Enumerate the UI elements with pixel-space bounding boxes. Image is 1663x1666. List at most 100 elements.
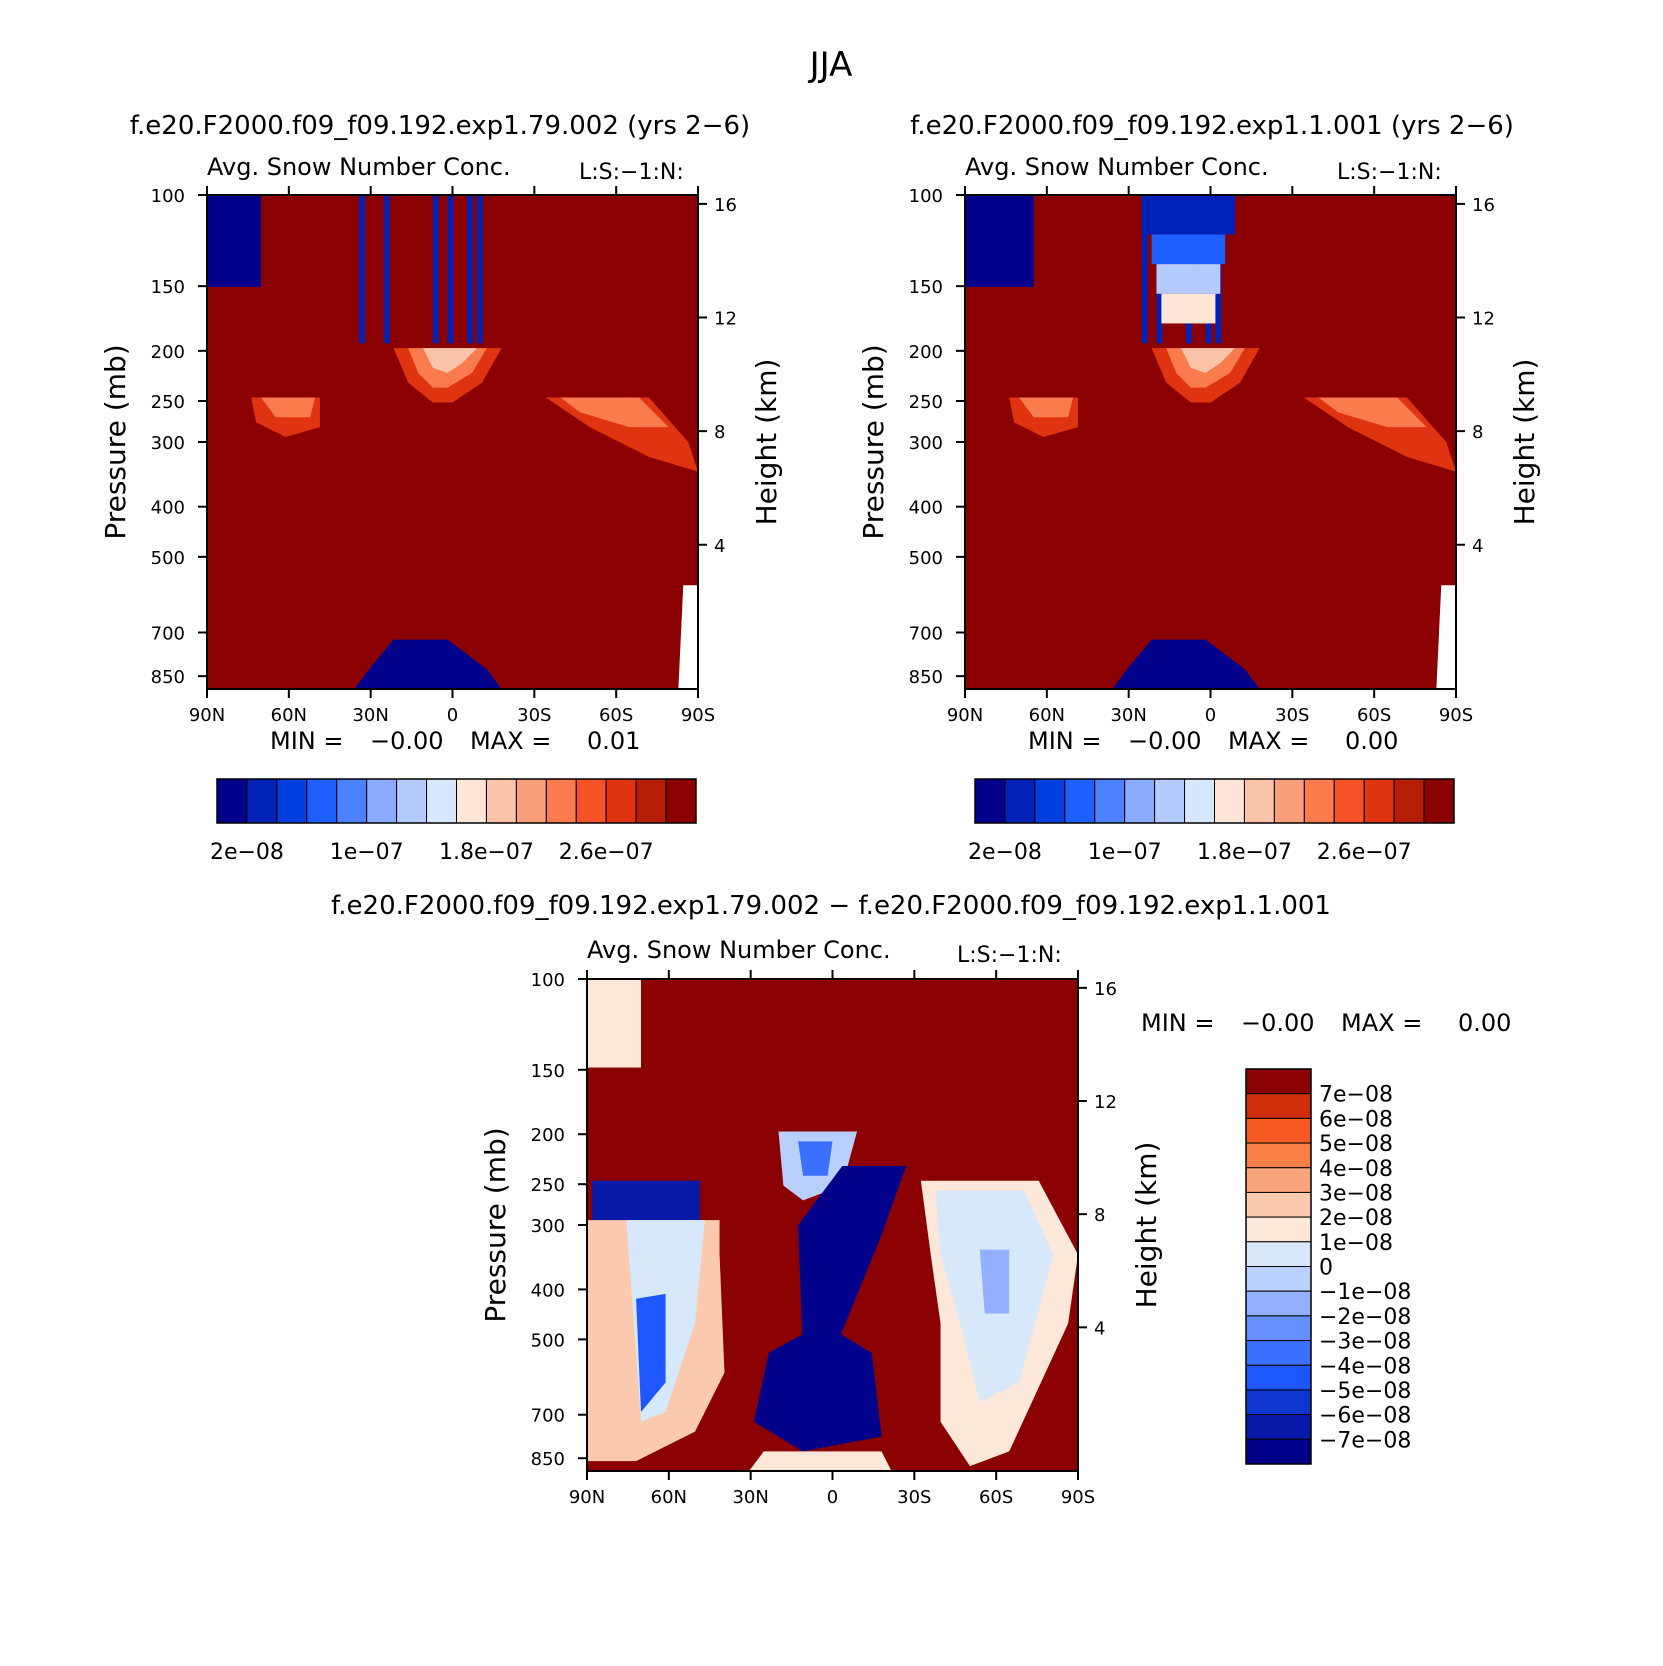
y-tick-label: 500 [151, 548, 185, 569]
contour-spike [447, 195, 454, 344]
colorbar-box [1273, 778, 1305, 824]
y-tick-label: 100 [531, 970, 565, 991]
y-tick-label: 250 [531, 1175, 565, 1196]
panel-right-title: L:S:−1:N: [1337, 160, 1442, 185]
max-value: 0.00 [1458, 1009, 1511, 1037]
x-tick-label: 0 [447, 705, 458, 726]
colorbar-box [1363, 778, 1395, 824]
colorbar-label: 7e−08 [1319, 1083, 1393, 1108]
colorbar-box [1245, 1364, 1312, 1391]
y-tick-label: 200 [909, 342, 943, 363]
y-tick-label: 150 [151, 277, 185, 298]
y-right-tick-label: 8 [1472, 422, 1483, 443]
y-tick-label: 850 [531, 1449, 565, 1470]
y-right-tick-label: 8 [1094, 1205, 1105, 1226]
y-tick-label: 250 [909, 392, 943, 413]
contour-blue-dome [1112, 639, 1260, 689]
y-axis-right-title-group: Height (km) [1130, 1142, 1163, 1309]
contour-band [587, 979, 642, 1068]
colorbar-label: 5e−08 [1319, 1132, 1393, 1157]
y-right-tick-label: 4 [1472, 536, 1483, 557]
contour-region [1019, 397, 1074, 418]
x-tick-label: 30S [1275, 705, 1309, 726]
colorbar-box [216, 778, 248, 824]
chart-panel-2: f.e20.F2000.f09_f09.192.exp1.1.001 (yrs … [857, 111, 1541, 865]
colorbar-box [1245, 1438, 1312, 1465]
y-axis-right-title: Height (km) [750, 359, 783, 526]
x-tick-label: 60S [979, 1487, 1013, 1508]
contour-blue-cap [1141, 195, 1236, 235]
colorbar-box [1064, 778, 1096, 824]
y-tick-label: 200 [151, 342, 185, 363]
colorbar-box [1245, 1241, 1312, 1267]
colorbar-box [1245, 1093, 1312, 1119]
x-tick-label: 90S [1061, 1487, 1095, 1508]
y-axis-title: Pressure (mb) [99, 344, 132, 539]
x-tick-label: 60N [1029, 705, 1065, 726]
contour-band [591, 1180, 700, 1221]
y-axis-title-group: Pressure (mb) [857, 344, 890, 539]
colorbar-box [605, 778, 637, 824]
colorbar-label: 3e−08 [1319, 1181, 1393, 1206]
colorbar-box [1245, 1167, 1312, 1193]
colorbar-label: 1e−07 [1088, 840, 1162, 865]
contour-band [1151, 234, 1226, 265]
contour-region [1318, 397, 1427, 428]
max-label: MAX = [1228, 727, 1309, 755]
x-tick-label: 60N [651, 1487, 687, 1508]
contour-plot [965, 195, 1456, 689]
y-right-tick-label: 8 [714, 422, 725, 443]
panel-left-title: Avg. Snow Number Conc. [965, 153, 1269, 181]
min-label: MIN = [1141, 1009, 1214, 1037]
y-tick-label: 150 [531, 1061, 565, 1082]
colorbar-box [1245, 1414, 1312, 1440]
contour-blue-cap [965, 195, 1020, 287]
colorbar-label: −3e−08 [1319, 1330, 1411, 1355]
y-tick-label: 300 [151, 433, 185, 454]
contour-blue-core [798, 1165, 907, 1358]
contour-spike [1141, 195, 1148, 344]
y-tick-label: 250 [151, 392, 185, 413]
x-tick-label: 60S [599, 705, 633, 726]
panel-left-title: Avg. Snow Number Conc. [587, 936, 891, 964]
colorbar-box [1303, 778, 1335, 824]
x-tick-label: 30S [517, 705, 551, 726]
y-axis-title: Pressure (mb) [479, 1127, 512, 1322]
colorbar-box [1004, 778, 1036, 824]
colorbar-box [426, 778, 457, 824]
y-tick-label: 100 [909, 186, 943, 207]
colorbar-box [1245, 1068, 1312, 1095]
x-tick-label: 60N [271, 705, 307, 726]
colorbar-box [1184, 778, 1215, 824]
colorbar-box [366, 778, 398, 824]
colorbar-label: 1.8e−07 [1197, 840, 1292, 865]
colorbar-box [1245, 1216, 1312, 1243]
x-tick-label: 90N [189, 705, 225, 726]
panel-title: f.e20.F2000.f09_f09.192.exp1.79.002 − f.… [331, 891, 1331, 921]
min-label: MIN = [270, 727, 343, 755]
colorbar-label: 2.6e−07 [559, 840, 654, 865]
colorbar-frame [1245, 1068, 1312, 1465]
min-value: −0.00 [370, 727, 444, 755]
y-axis-title: Pressure (mb) [857, 344, 890, 539]
colorbar-box [1245, 1315, 1312, 1342]
y-tick-label: 700 [531, 1406, 565, 1427]
colorbar-box [545, 778, 577, 824]
contour-blue-core [753, 1323, 882, 1452]
y-tick-label: 500 [909, 548, 943, 569]
contour-region [545, 397, 698, 472]
contour-region [798, 1141, 833, 1176]
colorbar-label: −7e−08 [1319, 1428, 1411, 1453]
y-axis-right-title: Height (km) [1508, 359, 1541, 526]
contour-plot [207, 195, 698, 689]
x-tick-label: 0 [1205, 705, 1216, 726]
colorbar-box [1245, 1290, 1312, 1317]
x-tick-label: 30N [352, 705, 388, 726]
colorbar-label: 4e−08 [1319, 1157, 1393, 1182]
y-tick-label: 300 [531, 1216, 565, 1237]
y-axis-right-title: Height (km) [1130, 1142, 1163, 1309]
x-tick-label: 90S [681, 705, 715, 726]
colorbar-box [1214, 778, 1245, 824]
colorbar-label: 2.6e−07 [1317, 840, 1412, 865]
